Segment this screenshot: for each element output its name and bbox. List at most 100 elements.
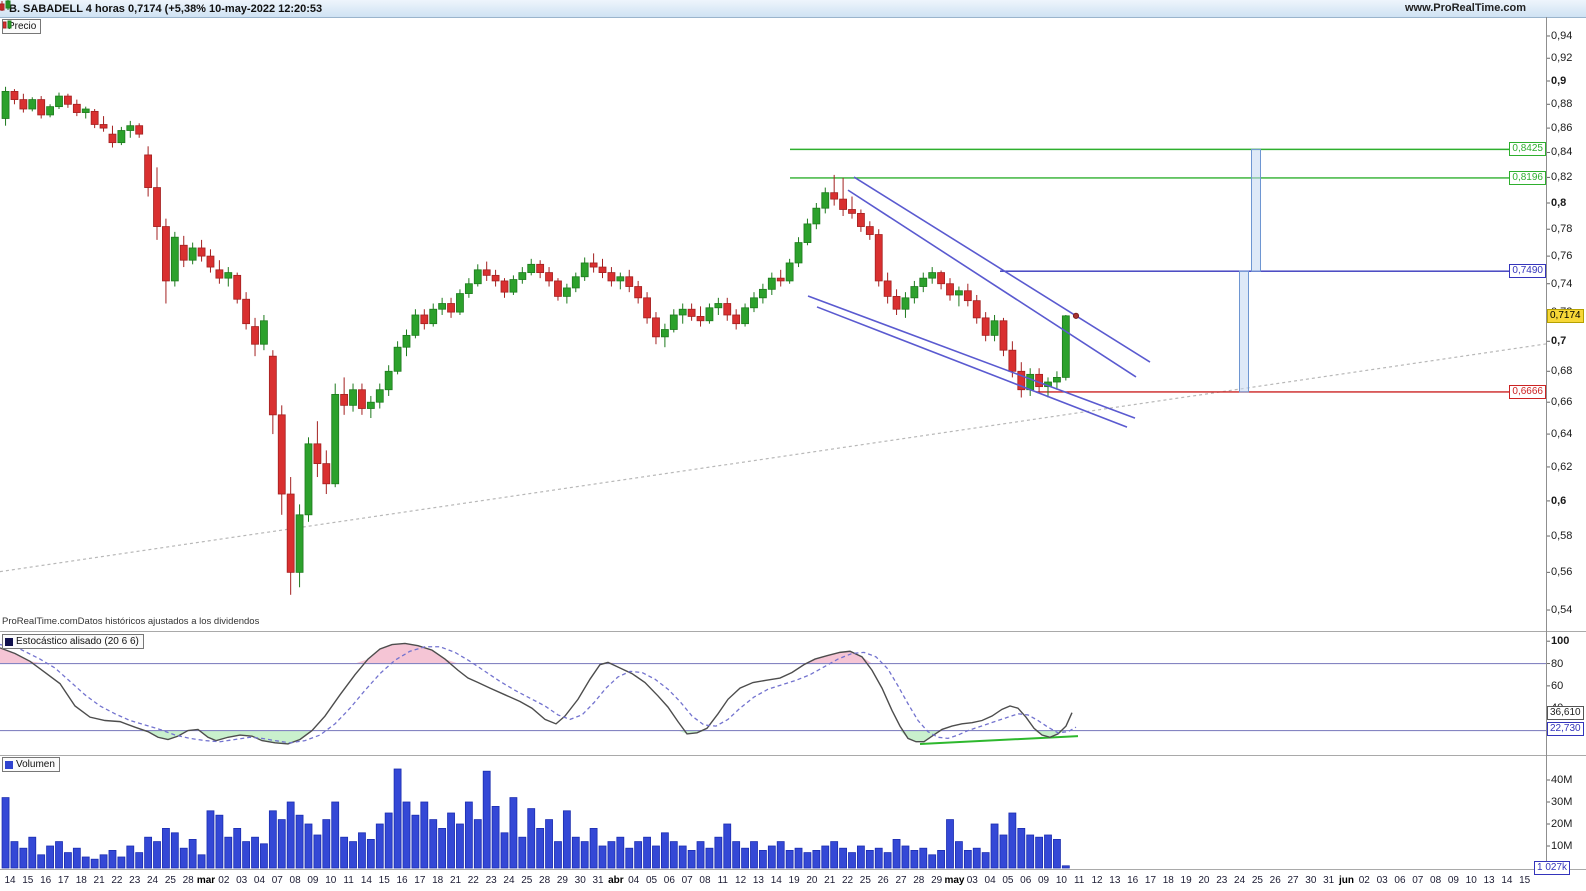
time-tick-label: 08 xyxy=(1430,875,1442,886)
price-tick-label: 0,84 xyxy=(1551,146,1573,159)
trendline-long-term-support[interactable] xyxy=(0,343,1547,573)
candle-body xyxy=(438,303,447,310)
candle-body xyxy=(607,272,616,282)
price-panel-label[interactable]: Precio xyxy=(2,19,42,34)
time-tick-label: 26 xyxy=(877,875,889,886)
candle-body xyxy=(108,133,117,144)
candle-body xyxy=(420,314,429,325)
volume-bar xyxy=(90,858,99,869)
price-stochastic-divider[interactable] xyxy=(0,631,1586,632)
time-tick-label: 27 xyxy=(895,875,907,886)
volume-bar xyxy=(366,839,375,869)
time-tick-label: 04 xyxy=(253,875,266,886)
resistance-level-badge-1: 0,8425 xyxy=(1509,142,1546,157)
price-tick-label: 0,92 xyxy=(1551,52,1573,65)
price-tick-label: 0,78 xyxy=(1551,223,1573,236)
volume-bar xyxy=(723,823,732,869)
volume-bar xyxy=(224,836,233,869)
candle-body xyxy=(295,514,304,573)
time-tick-label: 22 xyxy=(467,875,479,886)
candle-body xyxy=(393,346,402,372)
volume-bar xyxy=(72,847,81,869)
time-tick-label: 27 xyxy=(1287,875,1299,886)
time-tick-label: 08 xyxy=(699,875,711,886)
volume-bar xyxy=(402,801,411,869)
volume-bar xyxy=(883,852,892,869)
volume-bar xyxy=(919,847,928,869)
candle-body xyxy=(224,272,233,279)
volume-bar xyxy=(750,841,758,869)
trendline-wedge-lower-2[interactable] xyxy=(816,306,1128,428)
trendline-wedge-lower-1[interactable] xyxy=(807,295,1136,419)
volume-bar xyxy=(215,814,224,869)
measure-bar-2[interactable] xyxy=(1239,270,1249,393)
volume-bar xyxy=(937,850,945,869)
stochastic-green-trendline[interactable] xyxy=(919,735,1079,745)
candle-body xyxy=(625,276,634,287)
price-tick-label: 0,58 xyxy=(1551,530,1573,543)
volume-bar xyxy=(812,850,821,869)
volume-bar xyxy=(1017,828,1026,869)
volume-bar xyxy=(1,797,10,869)
volume-bar xyxy=(785,850,794,869)
time-tick-label: 18 xyxy=(75,875,87,886)
volume-bar xyxy=(126,845,135,869)
candle-body xyxy=(179,244,188,261)
time-tick-label: abr xyxy=(608,875,624,886)
stochastic-volume-divider[interactable] xyxy=(0,755,1586,756)
price-tick-label: 0,68 xyxy=(1551,365,1573,378)
candle-body xyxy=(153,187,161,227)
candle-body xyxy=(482,269,491,276)
volume-bar xyxy=(482,770,491,869)
candle-body xyxy=(865,226,874,235)
candle-body xyxy=(37,99,46,116)
volume-tick-label: 30M xyxy=(1551,796,1573,808)
candle-body xyxy=(215,269,224,279)
candle-body xyxy=(589,262,598,268)
volume-bar xyxy=(901,845,910,869)
trendline-wedge-upper-1[interactable] xyxy=(853,176,1151,363)
time-tick-label: 09 xyxy=(1447,875,1459,886)
time-tick-label: 28 xyxy=(182,875,194,886)
time-tick-label: 29 xyxy=(931,875,943,886)
stochastic-panel-label[interactable]: Estocástico alisado (20 6 6) xyxy=(2,634,144,649)
price-panel-label-text: Precio xyxy=(8,21,37,32)
candle-body xyxy=(233,274,242,300)
candle-body xyxy=(767,277,776,290)
volume-bar xyxy=(598,845,607,869)
time-tick-label: 20 xyxy=(1198,875,1210,886)
volume-bar xyxy=(393,768,402,869)
volume-bar xyxy=(892,839,901,869)
candle-body xyxy=(839,198,847,210)
price-tick-label: 0,94 xyxy=(1551,29,1573,42)
data-adjustment-note: ProRealTime.comDatos históricos ajustado… xyxy=(2,616,259,627)
time-tick-label: 15 xyxy=(1519,875,1531,886)
time-tick-label: 14 xyxy=(770,875,782,886)
time-tick-label: 05 xyxy=(1002,875,1014,886)
volume-bar xyxy=(910,850,919,869)
current-volume-badge: 1 027k xyxy=(1534,861,1571,875)
candle-body xyxy=(19,99,28,110)
price-axis-line[interactable] xyxy=(1546,17,1547,870)
candle-body xyxy=(464,283,473,294)
time-tick-label: 11 xyxy=(717,875,728,886)
time-tick-label: 10 xyxy=(325,875,337,886)
time-tick-label: 07 xyxy=(1412,875,1424,886)
volume-bar xyxy=(188,839,197,869)
candle-body xyxy=(750,297,758,309)
volume-bar xyxy=(500,832,509,869)
volume-bar xyxy=(634,841,643,869)
trendline-wedge-upper-2[interactable] xyxy=(847,189,1137,378)
volume-bar xyxy=(277,819,286,869)
time-tick-label: 23 xyxy=(129,875,141,886)
volume-bar xyxy=(438,828,447,869)
measure-bar-1[interactable] xyxy=(1251,148,1261,272)
time-tick-label: 04 xyxy=(984,875,996,886)
candle-body xyxy=(1053,377,1061,383)
volume-panel-label[interactable]: Volumen xyxy=(2,757,60,772)
volume-bar xyxy=(527,808,536,869)
oversold-zone-fill xyxy=(0,730,1072,744)
volume-bar xyxy=(643,836,651,869)
stochastic-k-line xyxy=(0,642,1073,745)
